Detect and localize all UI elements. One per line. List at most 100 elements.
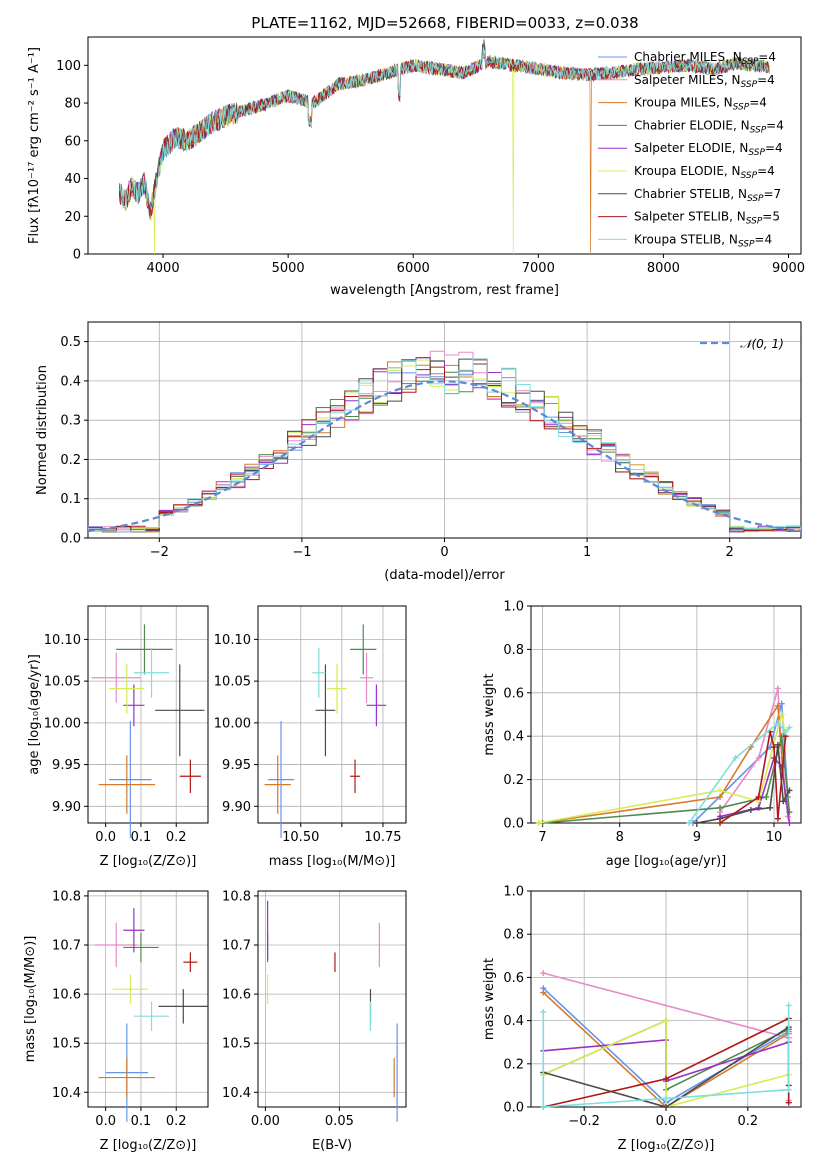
y-tick-label: 10.10 [214, 633, 251, 648]
y-tick-label: 0.3 [60, 414, 81, 429]
weight-line-salpeter-stelib [719, 731, 787, 824]
mass-age-points [264, 624, 387, 839]
z-mass-frame [87, 890, 209, 1108]
x-tick-label: 0.0 [95, 830, 116, 845]
legend-label: Chabrier ELODIE, NSSP=4 [634, 118, 784, 135]
y-tick-label: 10.05 [44, 675, 81, 690]
ebv-mass-frame [257, 890, 407, 1108]
weight-age-ylabel: mass weight [482, 673, 497, 755]
weight-age-lines [535, 685, 793, 826]
x-tick-label: 0.00 [251, 1114, 280, 1129]
spectrum-lines [118, 38, 770, 254]
x-tick-label: 9000 [772, 261, 805, 276]
weight-marker [540, 1008, 547, 1015]
residuals-axes: −2 −1 0 1 2 0.0 0.1 0.2 0.3 0.4 0.5 (data-model)/er… [35, 321, 802, 583]
y-tick-label: 10.7 [222, 939, 251, 954]
plots-layer: 4000 5000 6000 7000 8000 9000020406080100wave… [23, 36, 805, 1153]
x-tick-label: 1 [583, 545, 591, 560]
weight-marker [717, 804, 723, 811]
normal-reference-curve [88, 380, 801, 533]
x-tick-label: 10 [766, 830, 783, 845]
figure-title: PLATE=1162, MJD=52668, FIBERID=0033, z=0… [251, 14, 638, 32]
x-tick-label: 0.1 [131, 1114, 152, 1129]
y-tick-label: 20 [64, 210, 81, 225]
y-tick-label: 10.7 [52, 939, 81, 954]
weight-age-axes: 7 8 9 10 0.0 0.2 0.4 0.6 0.8 1.0 age [log₁₀(age/yr… [482, 600, 802, 869]
weight-marker [717, 820, 723, 826]
weight-marker [785, 1099, 792, 1106]
residuals-ylabel: Normed distribution [35, 365, 50, 495]
y-tick-label: 0.4 [60, 374, 81, 389]
spectrum-frame [87, 36, 802, 255]
x-tick-label: 0.0 [95, 1114, 116, 1129]
weight-marker [755, 793, 762, 800]
x-tick-label: 0.0 [656, 1114, 677, 1129]
spectrum-ylabel: Flux [fλ10⁻¹⁷ erg cm⁻² s⁻¹ A⁻¹] [27, 47, 42, 244]
legend-label: Salpeter MILES, NSSP=4 [634, 73, 775, 90]
x-tick-label: 7 [538, 830, 546, 845]
y-tick-label: 60 [64, 134, 81, 149]
ebv-mass-xlabel: E(B-V) [312, 1138, 352, 1153]
weight-marker [786, 724, 793, 731]
residuals-frame [87, 321, 802, 539]
weight-marker [785, 1002, 792, 1009]
y-tick-label: 10.8 [52, 889, 81, 904]
y-tick-label: 0.0 [503, 817, 524, 832]
weight-z-ylabel: mass weight [482, 958, 497, 1040]
ebv-mass-points [267, 900, 398, 1122]
weight-marker [540, 989, 547, 996]
weight-marker [540, 1104, 547, 1110]
z-age-points [91, 624, 205, 839]
x-tick-label: 0.2 [737, 1114, 758, 1129]
y-tick-label: 0.4 [503, 1014, 524, 1029]
weight-age-xlabel: age [log₁₀(age/yr)] [606, 854, 727, 869]
y-tick-label: 1.0 [503, 885, 524, 900]
z-age-ylabel: age [log₁₀(age/yr)] [27, 654, 42, 775]
weight-marker [786, 787, 793, 794]
weight-marker [540, 970, 547, 977]
spectrum-line-kroupa-stelib [119, 46, 770, 211]
legend-label: Kroupa MILES, NSSP=4 [634, 96, 767, 113]
weight-line-kroupa-miles [538, 703, 787, 824]
weight-age-frame [530, 605, 802, 824]
weight-marker [747, 806, 754, 813]
weight-marker [717, 787, 723, 794]
x-tick-label: 8000 [647, 261, 680, 276]
y-tick-label: 10.05 [214, 675, 251, 690]
z-age-axes: 0.0 0.1 0.2 9.90 9.95 10.00 10.05 10.10 Z [log₁₀… [27, 605, 209, 869]
weight-marker [663, 1104, 669, 1110]
y-tick-label: 10.00 [214, 716, 251, 731]
weight-marker [767, 804, 774, 811]
y-tick-label: 0.5 [60, 335, 81, 350]
x-tick-label: 0.1 [131, 830, 152, 845]
y-tick-label: 0.2 [60, 453, 81, 468]
y-tick-label: 10.4 [222, 1086, 251, 1101]
x-tick-label: 4000 [147, 261, 180, 276]
weight-marker [774, 815, 781, 822]
weight-line-kroupa-elodie [542, 1019, 789, 1109]
weight-marker [778, 700, 785, 707]
weight-z-lines [540, 970, 792, 1110]
y-tick-label: 10.5 [52, 1037, 81, 1052]
z-age-frame [87, 605, 209, 824]
x-tick-label: 10.75 [364, 830, 401, 845]
legend-label: Salpeter STELIB, NSSP=5 [634, 210, 780, 227]
weight-marker [717, 793, 723, 800]
x-tick-label: 0.05 [325, 1114, 354, 1129]
x-tick-label: 2 [726, 545, 734, 560]
weight-marker [774, 741, 781, 748]
y-tick-label: 0.6 [503, 971, 524, 986]
y-tick-label: 100 [56, 59, 81, 74]
y-tick-label: 10.6 [222, 988, 251, 1003]
y-tick-label: 0.2 [503, 773, 524, 788]
x-tick-label: 0.2 [166, 830, 187, 845]
y-tick-label: 10.6 [52, 988, 81, 1003]
y-tick-label: 0.0 [503, 1101, 524, 1116]
x-tick-label: 0 [440, 545, 448, 560]
x-tick-label: 6000 [397, 261, 430, 276]
z-mass-xlabel: Z [log₁₀(Z/Z⊙)] [100, 1138, 197, 1153]
y-tick-label: 0.1 [60, 492, 81, 507]
weight-marker [693, 820, 700, 826]
x-tick-label: 10.50 [282, 830, 319, 845]
